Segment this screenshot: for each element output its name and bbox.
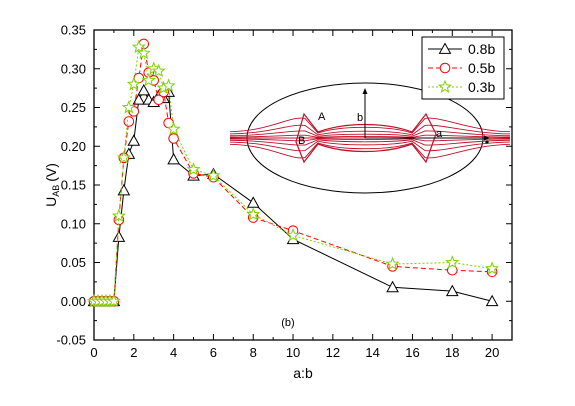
data-point <box>151 63 166 78</box>
data-point <box>186 162 201 176</box>
legend: 0.8b 0.5b 0.3b <box>421 36 505 100</box>
x-tick-label: 6 <box>210 345 217 360</box>
y-axis-label-subscript: AB <box>51 185 61 197</box>
data-point <box>161 78 176 92</box>
x-tick-label: 2 <box>130 345 137 360</box>
data-point <box>153 94 164 106</box>
series-0.3b <box>86 39 500 308</box>
data-point <box>166 121 181 136</box>
inset-field-line <box>229 117 511 134</box>
data-point <box>168 133 179 144</box>
inset-label-a: a <box>436 128 443 140</box>
data-point <box>137 83 151 96</box>
inset-field-line <box>229 130 511 137</box>
series-layer <box>86 38 500 308</box>
data-point <box>386 280 399 293</box>
inset-b-arrowhead <box>362 88 368 94</box>
inset-label-A: A <box>318 111 326 123</box>
x-tick-label: 0 <box>90 345 97 360</box>
data-point <box>126 76 141 91</box>
data-point <box>206 168 221 182</box>
data-point <box>111 208 126 222</box>
y-tick-label: 0.35 <box>61 23 86 38</box>
data-point <box>131 39 146 54</box>
inset-label-B: B <box>298 135 305 147</box>
y-tick-label: 0.25 <box>61 100 86 115</box>
data-point <box>117 183 131 196</box>
x-tick-label: 12 <box>326 345 340 360</box>
data-point <box>286 228 301 242</box>
data-point <box>167 152 180 165</box>
data-point <box>121 100 136 114</box>
plot-area: 0 2 4 6 8 10 12 14 16 18 20 -0.05 0.00 0.05 0.10 0.15 0.… <box>56 23 513 360</box>
series-line-0.8b <box>94 89 493 302</box>
data-point <box>246 207 261 221</box>
inset-field-line <box>229 140 511 152</box>
data-point <box>123 116 135 127</box>
inset-dot <box>485 140 489 144</box>
legend-label-0.5b: 0.5b <box>468 60 495 76</box>
data-point <box>136 45 151 60</box>
panel-label: (b) <box>281 317 294 329</box>
inset-field-line <box>229 138 511 142</box>
y-tick-label: 0.15 <box>61 178 86 193</box>
x-tick-label: 18 <box>445 345 459 360</box>
inset-field-line <box>229 124 511 136</box>
data-point <box>445 284 459 297</box>
data-point <box>385 256 400 271</box>
y-axis-label: UAB (V) <box>43 163 61 207</box>
inset-label-b: b <box>357 112 363 124</box>
data-point <box>116 150 131 164</box>
legend-label-0.8b: 0.8b <box>468 41 495 57</box>
y-tick-label: -0.05 <box>56 333 86 348</box>
legend-marker-0.8b <box>438 42 452 54</box>
inset-conductor-outline <box>295 112 437 164</box>
y-tick-label: 0.00 <box>61 294 86 309</box>
inset-field-line <box>229 139 511 146</box>
data-point <box>141 73 156 87</box>
x-tick-label: 16 <box>405 345 419 360</box>
x-axis-label: a:b <box>293 365 313 381</box>
legend-marker-0.5b <box>439 62 451 74</box>
x-tick-label: 4 <box>170 345 177 360</box>
data-point <box>132 93 146 105</box>
y-tick-label: 0.05 <box>61 255 86 270</box>
legend-label-0.3b: 0.3b <box>468 79 495 95</box>
inset-field-line <box>229 142 511 159</box>
y-tick-label: 0.10 <box>61 216 86 231</box>
y-tick-label: 0.30 <box>61 61 86 76</box>
legend-marker-0.3b <box>437 79 453 93</box>
series-0.8b <box>87 83 499 307</box>
x-tick-label: 14 <box>365 345 379 360</box>
y-axis-label-main: U <box>43 197 59 207</box>
inset-a-arrowhead <box>484 135 490 141</box>
legend-box <box>421 36 505 100</box>
data-point <box>246 196 260 208</box>
inset-diagram: A Ba b <box>229 82 511 194</box>
x-tick-label: 10 <box>286 345 300 360</box>
y-tick-label: 0.20 <box>61 139 86 154</box>
data-point <box>445 255 460 269</box>
data-point <box>485 294 499 307</box>
data-point <box>112 230 126 242</box>
x-tick-label: 20 <box>485 345 499 360</box>
y-axis-label-unit: (V) <box>43 163 59 182</box>
data-point <box>485 261 500 275</box>
x-tick-label: 8 <box>250 345 257 360</box>
data-point <box>106 293 121 308</box>
inset-field-line <box>229 134 511 138</box>
data-point <box>127 134 141 146</box>
